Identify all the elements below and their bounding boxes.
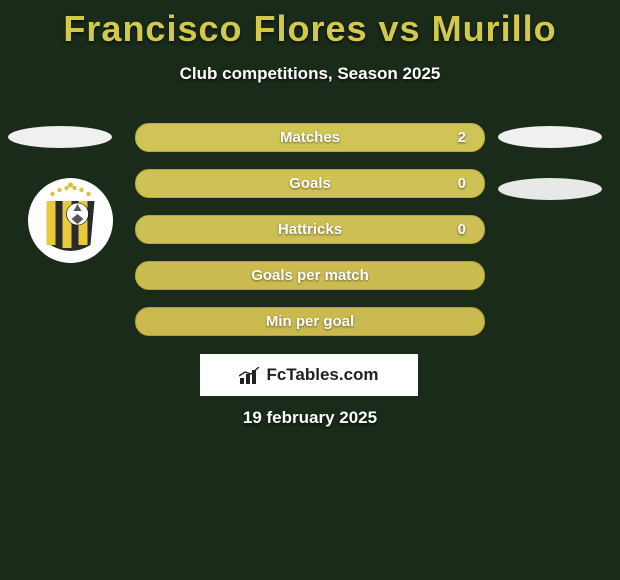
stat-row: Matches 2 [135, 123, 485, 152]
page-subtitle: Club competitions, Season 2025 [0, 64, 620, 84]
stats-container: Matches 2 Goals 0 Hattricks 0 Goals per match M… [135, 123, 485, 353]
club-badge [28, 178, 113, 263]
stat-row: Hattricks 0 [135, 215, 485, 244]
stat-label: Goals per match [251, 267, 369, 284]
date-label: 19 february 2025 [0, 408, 620, 428]
club-badge-icon [28, 178, 113, 263]
stat-value: 2 [458, 124, 466, 151]
brand-text: FcTables.com [266, 365, 378, 384]
stat-value: 0 [458, 170, 466, 197]
stat-label: Matches [280, 129, 340, 146]
stat-label: Goals [289, 175, 331, 192]
brand-watermark: FcTables.com [200, 354, 418, 396]
stat-row: Goals per match [135, 261, 485, 290]
page-title: Francisco Flores vs Murillo [0, 8, 620, 50]
stat-value: 0 [458, 216, 466, 243]
player-right-placeholder-2 [498, 178, 602, 200]
stat-row: Goals 0 [135, 169, 485, 198]
stat-row: Min per goal [135, 307, 485, 336]
bar-chart-icon [239, 367, 261, 385]
stat-label: Hattricks [278, 221, 342, 238]
player-right-placeholder-1 [498, 126, 602, 148]
player-left-placeholder [8, 126, 112, 148]
stat-label: Min per goal [266, 313, 354, 330]
